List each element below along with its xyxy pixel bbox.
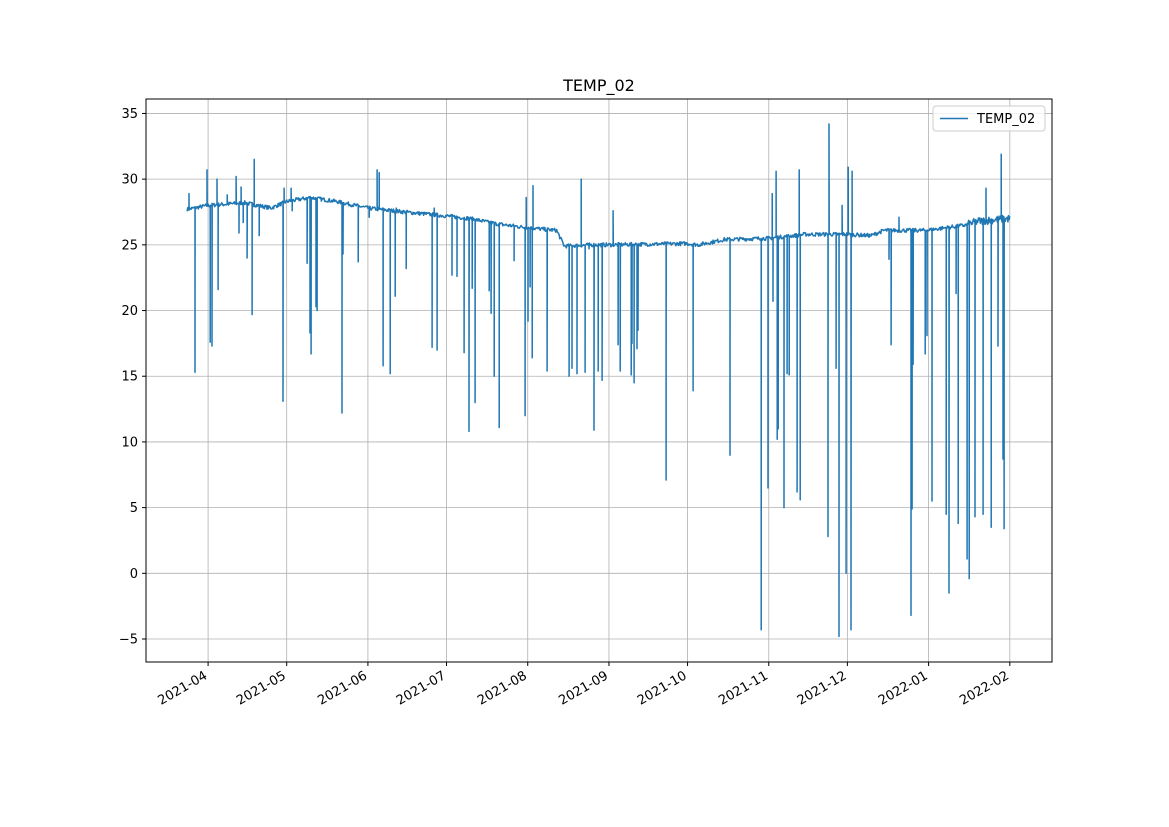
y-tick-label: 15 [121,370,138,385]
y-tick-label: 20 [121,304,138,319]
legend-box [932,105,1046,132]
y-tick-label: 10 [121,435,138,450]
y-tick-label: 5 [130,501,138,516]
series-line-temp-02 [186,123,1011,638]
y-tick-label: 25 [121,238,138,253]
y-tick-label: 0 [130,567,138,582]
chart-title: TEMP_02 [562,76,635,96]
y-tick-label: 35 [121,107,138,122]
y-tick-label: 30 [121,173,138,188]
axes-frame [145,98,1053,663]
legend-label: TEMP_02 [976,112,1035,127]
grid [146,99,1052,662]
y-tick-label: −5 [119,633,138,648]
legend: TEMP_02 [932,105,1046,132]
